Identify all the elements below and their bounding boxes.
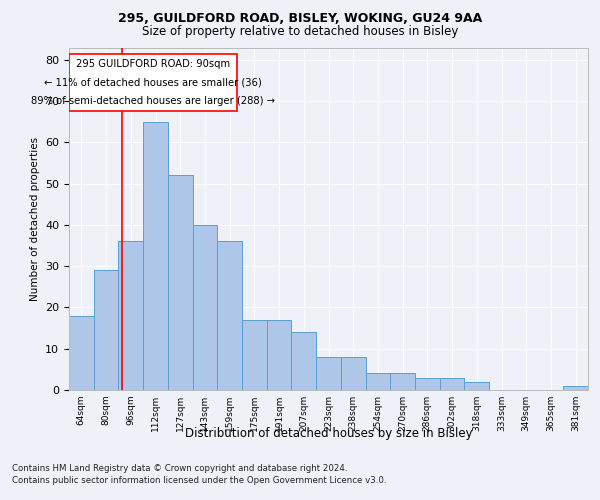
Bar (94, 270, 118, 390)
Text: Contains HM Land Registry data © Crown copyright and database right 2024.: Contains HM Land Registry data © Crown c… (12, 464, 347, 473)
Bar (415, 378, 440, 390)
Text: Contains public sector information licensed under the Open Government Licence v3: Contains public sector information licen… (12, 476, 386, 485)
Text: Size of property relative to detached houses in Bisley: Size of property relative to detached ho… (142, 25, 458, 38)
Bar (316, 357, 341, 390)
Bar (292, 332, 316, 390)
Bar (267, 320, 292, 390)
Text: 89% of semi-detached houses are larger (288) →: 89% of semi-detached houses are larger (… (31, 96, 275, 106)
Bar (365, 374, 390, 390)
Text: Distribution of detached houses by size in Bisley: Distribution of detached houses by size … (185, 428, 473, 440)
Text: 295 GUILDFORD ROAD: 90sqm: 295 GUILDFORD ROAD: 90sqm (76, 59, 230, 69)
Bar (440, 378, 464, 390)
Y-axis label: Number of detached properties: Number of detached properties (29, 136, 40, 301)
Bar (390, 374, 415, 390)
Bar (168, 176, 193, 390)
Bar (69, 316, 94, 390)
Bar (341, 357, 365, 390)
Bar (143, 122, 168, 390)
Bar (217, 242, 242, 390)
Text: ← 11% of detached houses are smaller (36): ← 11% of detached houses are smaller (36… (44, 78, 262, 88)
Bar (69, 54, 237, 112)
Bar (193, 225, 217, 390)
Bar (563, 386, 588, 390)
Bar (464, 382, 489, 390)
Text: 295, GUILDFORD ROAD, BISLEY, WOKING, GU24 9AA: 295, GUILDFORD ROAD, BISLEY, WOKING, GU2… (118, 12, 482, 26)
Bar (118, 242, 143, 390)
Bar (242, 320, 267, 390)
